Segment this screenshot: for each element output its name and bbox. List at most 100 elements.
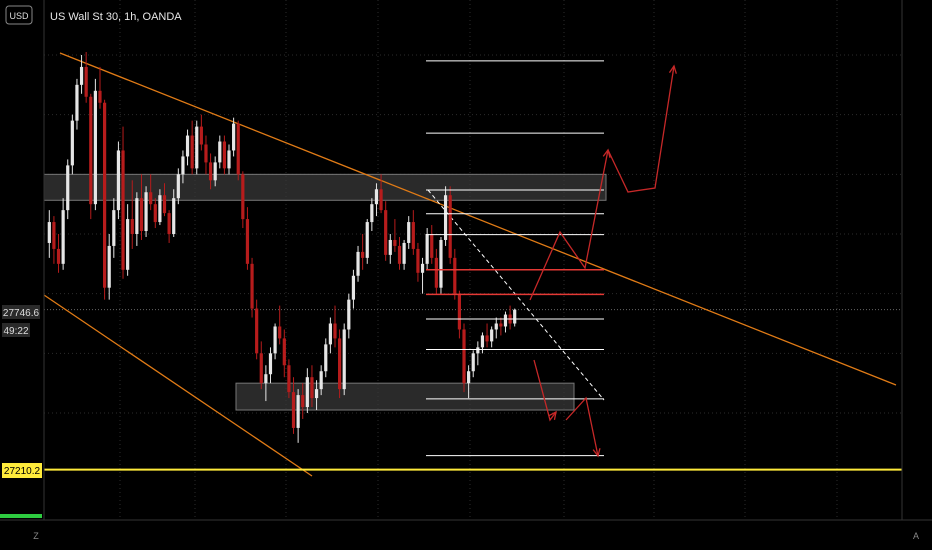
candle-body: [66, 165, 70, 211]
candle-body: [135, 198, 139, 234]
candle-body: [241, 174, 245, 220]
projection-arrowhead: [548, 410, 557, 420]
candle-body: [467, 371, 471, 384]
candle-body: [93, 90, 97, 205]
candle-body: [79, 66, 84, 85]
candle-body: [485, 335, 489, 342]
candle-body: [195, 126, 199, 169]
projection-arrow-path: [529, 149, 609, 301]
candle-body: [305, 377, 309, 408]
candle-body: [347, 299, 351, 330]
candle-body: [416, 248, 420, 273]
lower-trendline: [43, 294, 313, 477]
candle-body: [448, 195, 452, 258]
candle-body: [356, 251, 360, 276]
projection-arrowhead: [592, 448, 601, 458]
candle-body: [379, 189, 383, 211]
candle-body: [374, 189, 379, 205]
candle-body: [287, 365, 291, 393]
candle-body: [434, 257, 438, 288]
candle-body: [342, 329, 346, 390]
candle-body: [167, 213, 171, 234]
bar-countdown-label: 49:22: [3, 326, 28, 337]
candle-body: [402, 242, 406, 264]
candle-body: [462, 329, 466, 384]
candle-body: [56, 248, 61, 264]
candle-body: [278, 326, 282, 339]
candle-body: [52, 222, 56, 249]
symbol-title: US Wall St 30, 1h, OANDA: [50, 11, 182, 23]
countdown-tag: [2, 323, 30, 337]
last-price-tag: [2, 305, 40, 319]
candle-body: [130, 219, 134, 234]
candle-body: [407, 222, 411, 243]
candle-body: [139, 198, 144, 232]
candle-body: [181, 156, 185, 175]
candle-body: [162, 195, 167, 214]
candle-body: [232, 123, 236, 151]
projection-arrow-path: [565, 396, 599, 457]
candle-body: [471, 353, 475, 372]
candle-body: [503, 314, 508, 327]
candle-body: [102, 102, 107, 288]
last-price-label: 27746.6: [3, 308, 40, 319]
candle-body: [361, 251, 365, 258]
candle-body: [208, 162, 213, 181]
candle-body: [388, 239, 392, 255]
candle-body: [314, 389, 319, 399]
candle-body: [176, 174, 180, 199]
candle-body: [126, 219, 130, 270]
candle-body: [411, 222, 415, 249]
candle-body: [75, 84, 79, 121]
projection-arrows: [529, 64, 677, 458]
candle-body: [370, 204, 374, 223]
candle-body: [457, 293, 462, 330]
candle-body: [282, 338, 286, 366]
candle-body: [149, 192, 153, 205]
candle-body: [310, 377, 314, 399]
candle-body: [107, 245, 111, 288]
auto-scale-corner-button[interactable]: A: [913, 531, 919, 541]
candle-body: [420, 263, 425, 273]
candle-body: [112, 210, 116, 246]
candle-body: [245, 219, 250, 264]
candle-body: [116, 150, 121, 211]
projection-arrowhead: [668, 64, 677, 74]
currency-badge[interactable]: [5, 5, 33, 25]
candle-body: [153, 204, 157, 223]
candle-body: [499, 323, 503, 327]
candle-body: [273, 326, 277, 354]
candle-body: [296, 395, 300, 428]
support-level-label: 27210.2: [4, 466, 41, 477]
fibonacci-levels[interactable]: [426, 60, 604, 457]
candle-body: [250, 263, 254, 309]
candle-body: [480, 335, 485, 348]
zoom-corner-button[interactable]: Z: [33, 531, 39, 541]
candle-body: [144, 192, 148, 232]
upper-trendline: [59, 52, 897, 386]
currency-label: USD: [9, 11, 29, 21]
candle-body: [494, 323, 498, 330]
candle-body: [443, 195, 448, 240]
volume-indicator-bar: [0, 514, 42, 518]
candle-body: [236, 123, 240, 175]
candle-body: [190, 135, 194, 169]
candle-body: [384, 210, 388, 255]
candle-body: [227, 150, 231, 169]
candle-body: [172, 198, 176, 234]
candle-body: [218, 141, 222, 163]
candle-body: [84, 66, 88, 97]
candle-body: [222, 141, 227, 169]
candle-body: [319, 371, 323, 390]
candle-body: [158, 195, 162, 223]
candle-body: [47, 222, 51, 243]
projection-arrow-path: [533, 359, 557, 422]
projection-arrow-path: [607, 65, 675, 193]
candle-body: [476, 347, 480, 354]
candle-body: [351, 275, 356, 300]
candle-body: [98, 90, 102, 103]
candle-body: [430, 234, 434, 258]
